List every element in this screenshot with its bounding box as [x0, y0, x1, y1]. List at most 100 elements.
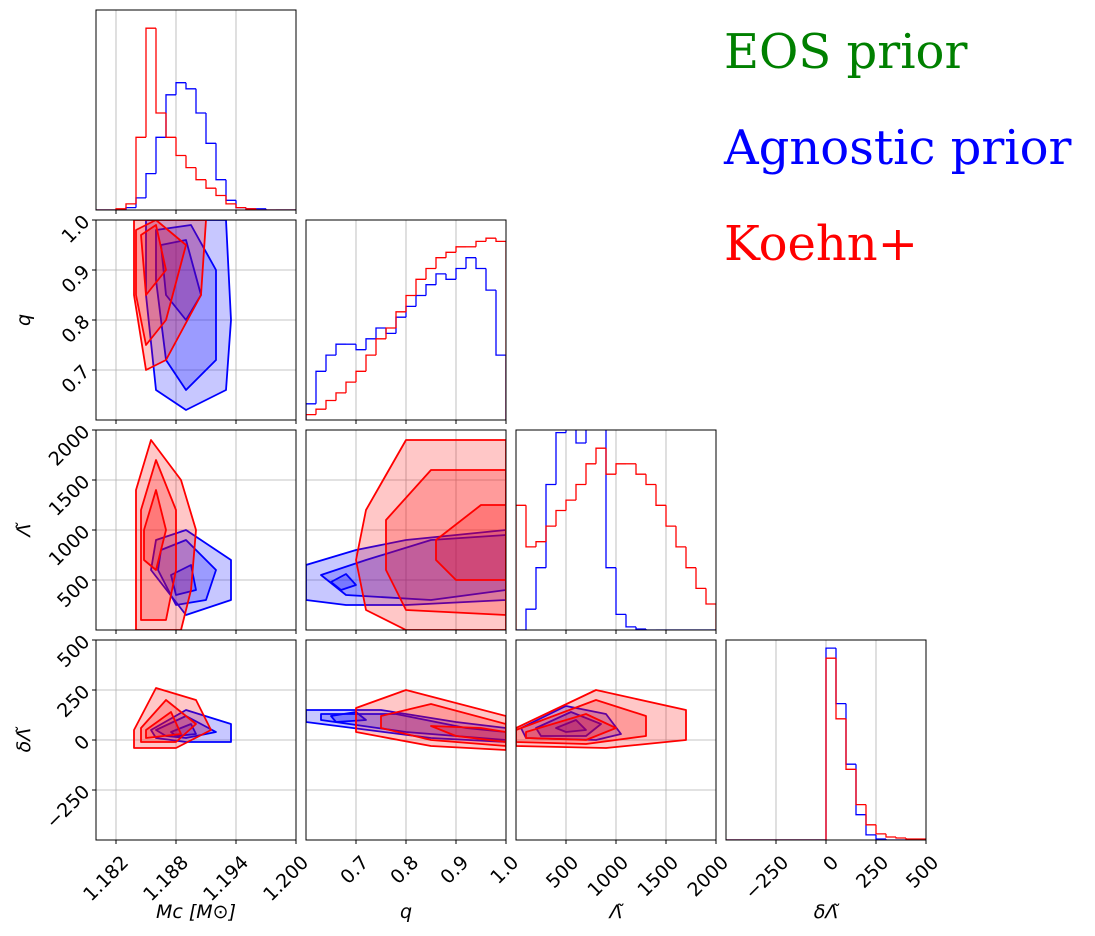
histogram-step	[155, 28, 166, 114]
x-tick-label: 1000	[583, 852, 633, 902]
histogram-group	[726, 647, 926, 840]
histogram-step	[405, 294, 416, 312]
contour	[155, 224, 217, 391]
histogram-step	[635, 626, 646, 630]
histogram-step	[555, 431, 566, 485]
histogram-step	[655, 484, 666, 506]
histogram-step	[895, 837, 906, 839]
x-tick-label: 0.7	[336, 852, 373, 889]
histogram-step	[165, 94, 176, 138]
x-axis-label: Mc [M⊙]	[156, 901, 236, 923]
contour	[516, 699, 647, 745]
histogram-step	[135, 197, 146, 208]
histogram-step	[485, 237, 496, 242]
histogram-step	[395, 316, 406, 334]
histogram-step	[705, 588, 716, 630]
contour-group	[355, 689, 506, 751]
histogram-step	[175, 82, 186, 95]
histogram-step	[455, 267, 466, 280]
histogram-step	[845, 703, 856, 765]
histogram-step	[245, 207, 256, 210]
histogram-group	[516, 430, 716, 630]
histogram-group	[306, 237, 506, 420]
histogram-step	[345, 381, 356, 393]
histogram-step	[445, 273, 456, 280]
contour	[385, 469, 506, 616]
histogram-step	[195, 88, 206, 114]
y-tick-label: 500	[53, 571, 94, 612]
histogram-step	[535, 567, 546, 610]
histogram-step	[475, 240, 486, 247]
contour	[143, 489, 167, 571]
y-tick-label: 1.0	[57, 211, 94, 248]
contour-group	[133, 220, 207, 371]
y-tick-label: 0.7	[57, 361, 94, 398]
histogram-step	[165, 113, 176, 138]
histogram-step	[455, 246, 466, 253]
histogram-step	[355, 370, 366, 383]
histogram-step	[315, 370, 326, 404]
histogram-step	[445, 251, 456, 258]
legend-entry: Koehn+	[724, 216, 918, 272]
legend-entry: EOS prior	[724, 24, 967, 80]
histogram-step	[255, 208, 266, 210]
histogram-step	[555, 509, 566, 527]
histogram-group	[96, 27, 296, 210]
contour	[320, 534, 506, 601]
contour	[355, 439, 506, 630]
contour	[380, 703, 506, 747]
contour-group	[135, 439, 197, 630]
histogram-step	[875, 824, 886, 835]
histogram-step	[495, 238, 506, 420]
histogram-step	[155, 136, 166, 174]
histogram-step	[535, 541, 546, 547]
x-tick-label: 0.9	[436, 852, 473, 889]
contour	[145, 711, 182, 739]
histogram-step	[306, 413, 316, 420]
histogram-step	[145, 172, 156, 198]
contour	[555, 719, 587, 733]
histogram-step	[465, 257, 476, 269]
histogram-step	[575, 483, 586, 501]
histogram-step	[565, 499, 576, 511]
x-tick-label: 0	[819, 852, 843, 876]
y-tick-label: 0.9	[57, 261, 94, 298]
histogram-step	[355, 344, 366, 351]
histogram-step	[825, 657, 836, 840]
contour-group	[150, 709, 232, 743]
histogram-step	[585, 463, 596, 485]
histogram-step	[615, 567, 626, 616]
x-tick-label: 1.194	[199, 852, 253, 906]
histogram-step	[265, 208, 276, 210]
histogram-step	[205, 113, 216, 144]
histogram-step	[665, 505, 676, 527]
histogram-step	[525, 608, 536, 630]
y-tick-label: 250	[53, 681, 94, 722]
x-tick-label: −250	[741, 852, 793, 904]
histogram-step	[185, 155, 196, 169]
histogram-step	[125, 203, 136, 209]
histogram-step	[605, 448, 616, 475]
histogram-step	[415, 278, 426, 296]
histogram-step	[145, 27, 156, 138]
contour	[430, 725, 506, 743]
contour	[516, 689, 687, 749]
histogram-step	[495, 290, 506, 420]
histogram-step	[645, 474, 656, 486]
y-tick-label: 0	[70, 731, 94, 755]
histogram-step	[405, 305, 416, 318]
histogram-step	[645, 629, 656, 630]
histogram-step	[575, 430, 586, 444]
histogram-step	[835, 648, 846, 705]
histogram-step	[855, 764, 866, 816]
y-tick-label: 500	[53, 631, 94, 672]
contour	[525, 713, 617, 741]
histogram-step	[335, 343, 346, 356]
y-axis-label: δΛ̃	[13, 726, 35, 753]
histogram-step	[225, 195, 236, 205]
histogram-step	[425, 267, 436, 280]
legend-entry: Agnostic prior	[723, 120, 1072, 176]
contour	[140, 699, 197, 743]
contour	[435, 504, 506, 581]
x-axis-label: δΛ̃	[814, 901, 841, 923]
